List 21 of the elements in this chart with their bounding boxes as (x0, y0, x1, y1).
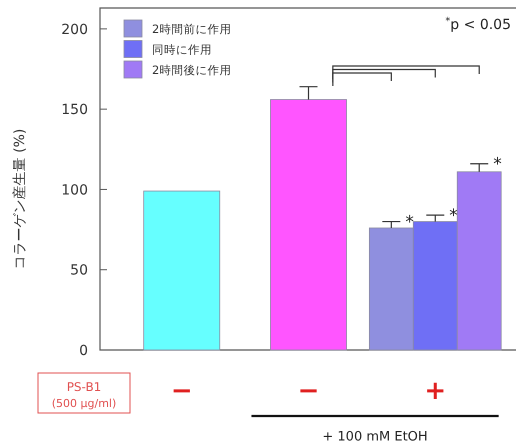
y-tick-label: 0 (79, 342, 88, 359)
text: PS-B1 (66, 380, 102, 394)
text: + 100 mM EtOH (322, 430, 428, 445)
bar (143, 190, 220, 350)
bar (270, 99, 347, 350)
x-tick-label: + (424, 376, 446, 406)
legend-label: 同時に作用 (152, 42, 212, 57)
y-tick-label: 150 (61, 102, 88, 118)
annotation: $^{*}$p < 0.05 (445, 16, 511, 33)
text: (500 μg/ml) (52, 396, 116, 410)
data-label: * (405, 212, 414, 233)
x-tick-label: − (170, 376, 193, 406)
y-tick-label: 100 (61, 182, 88, 198)
legend-label: 2時間後に作用 (152, 63, 232, 78)
data-label: * (449, 206, 458, 226)
x-tick-label: − (298, 376, 320, 406)
y-tick-label: 200 (61, 22, 88, 38)
data-label: * (493, 154, 502, 175)
y-tick-label: 50 (70, 262, 88, 279)
y-axis-title: コラーゲン産生量 (%) (12, 128, 28, 270)
legend-label: 2時間前に作用 (152, 22, 232, 36)
